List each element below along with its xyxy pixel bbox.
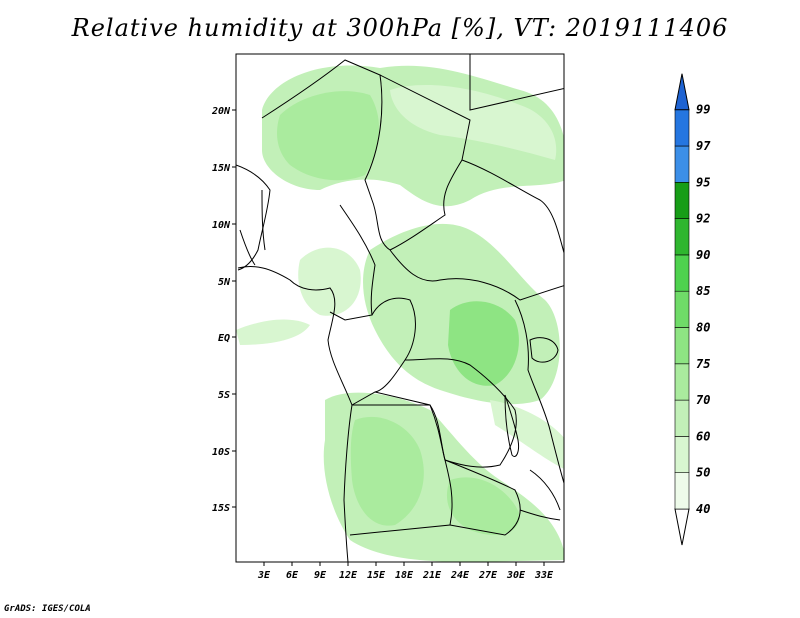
lake-tanganyika <box>504 394 519 457</box>
border-congo <box>351 297 416 406</box>
border-west-small <box>239 189 266 266</box>
lon-tick-label: 6E <box>286 570 299 581</box>
border-east <box>514 299 564 485</box>
colorbar-level-label: 75 <box>696 357 710 371</box>
lon-tick-label: 21E <box>422 570 442 581</box>
humidity-region-central-core <box>448 301 519 386</box>
latitude-axis: 20N 15N 10N 5N EQ 5S 10S 15S <box>211 106 236 514</box>
lon-tick-label: 30E <box>506 570 526 581</box>
lat-tick-label: 15S <box>212 503 230 514</box>
map-frame <box>235 53 565 563</box>
longitude-axis: 3E 6E 9E 12E 15E 18E 21E 24E 27E 30E 33E <box>257 562 554 581</box>
humidity-region-band <box>236 319 310 345</box>
lon-tick-label: 9E <box>314 570 327 581</box>
colorbar-labels: 40 50 60 70 75 80 85 90 92 95 97 99 <box>696 103 711 516</box>
colorbar-swatch <box>674 290 690 328</box>
colorbar-level-label: 85 <box>696 284 710 298</box>
colorbar-level-label: 60 <box>696 429 710 443</box>
lat-tick-label: 10S <box>212 447 230 458</box>
colorbar-level-label: 40 <box>696 502 710 516</box>
lon-tick-label: 33E <box>534 570 554 581</box>
lat-tick-label: 5S <box>218 390 230 401</box>
lon-tick-label: 3E <box>257 570 271 581</box>
lon-tick-label: 24E <box>450 570 470 581</box>
colorbar-level-label: 50 <box>696 466 710 480</box>
lat-tick-label: EQ <box>218 333 230 344</box>
colorbar-level-label: 99 <box>696 103 710 117</box>
humidity-region-east-band <box>490 400 564 469</box>
colorbar-swatch <box>674 399 690 437</box>
lon-tick-label: 27E <box>478 570 498 581</box>
colorbar-level-label: 70 <box>696 393 710 407</box>
border-chad <box>379 74 471 251</box>
colorbar-swatch <box>674 363 690 401</box>
border-se <box>519 469 561 521</box>
border-car <box>389 249 564 301</box>
colorbar-swatches <box>674 73 690 546</box>
border-cameroon <box>329 204 376 321</box>
lon-tick-label: 15E <box>367 570 386 581</box>
humidity-region-southeast <box>446 477 520 535</box>
chart-title: Relative humidity at 300hPa [%], VT: 201… <box>71 14 729 42</box>
humidity-field <box>236 65 564 562</box>
colorbar-swatch <box>674 109 690 147</box>
lat-tick-label: 20N <box>211 106 231 117</box>
lon-tick-label: 12E <box>339 570 358 581</box>
colorbar-swatch <box>674 182 690 219</box>
colorbar-swatch <box>674 254 690 292</box>
colorbar-swatch <box>674 145 690 183</box>
humidity-region-north-core <box>277 91 380 181</box>
lon-tick-label: 18E <box>395 570 414 581</box>
border-zambia <box>444 459 521 536</box>
colorbar-level-label: 80 <box>696 321 710 335</box>
humidity-region-west <box>298 247 361 316</box>
colorbar-level-label: 90 <box>696 248 710 262</box>
colorbar-swatch <box>674 327 690 365</box>
lat-tick-label: 15N <box>212 163 231 174</box>
colorbar-swatch <box>674 436 690 473</box>
humidity-region-northeast <box>390 85 557 160</box>
humidity-region-south-core <box>350 416 424 526</box>
credit-label: GrADS: IGES/COLA <box>4 604 91 614</box>
colorbar-swatch <box>674 472 690 510</box>
colorbar-swatch <box>674 218 690 256</box>
border-sudan <box>461 54 564 255</box>
lake-victoria <box>529 337 559 363</box>
border-north <box>261 59 391 251</box>
colorbar: 40 50 60 70 75 80 85 90 92 95 97 99 <box>674 73 711 546</box>
colorbar-lower-arrow <box>674 508 690 546</box>
country-borders <box>236 54 564 562</box>
lat-tick-label: 5N <box>218 277 231 288</box>
coastline <box>236 164 353 562</box>
colorbar-level-label: 92 <box>696 212 710 226</box>
lat-tick-label: 10N <box>212 220 231 231</box>
colorbar-upper-arrow <box>674 73 690 111</box>
colorbar-level-label: 97 <box>696 139 711 153</box>
colorbar-level-label: 95 <box>696 175 710 189</box>
